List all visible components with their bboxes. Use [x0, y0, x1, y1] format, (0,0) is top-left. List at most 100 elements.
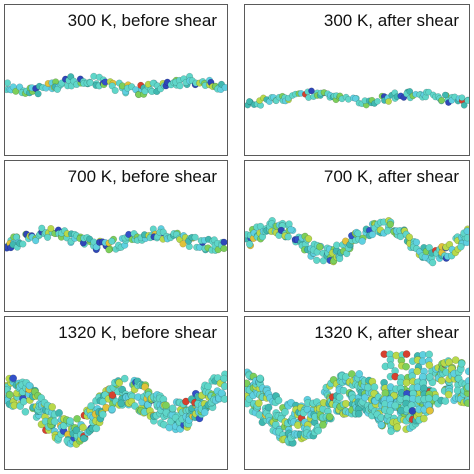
atom — [352, 95, 359, 102]
atom — [437, 376, 446, 385]
atom — [386, 361, 395, 370]
atom — [408, 407, 417, 415]
atom — [245, 379, 251, 388]
atom — [98, 410, 107, 419]
atom — [342, 399, 350, 408]
atom — [220, 245, 227, 253]
atom — [342, 372, 350, 381]
atom — [368, 230, 377, 239]
atom — [287, 225, 295, 234]
atom — [47, 224, 55, 233]
atom — [19, 240, 27, 248]
atom-layer — [245, 216, 469, 267]
atom — [325, 412, 334, 421]
atom — [402, 378, 411, 387]
panel-label: 700 K, before shear — [67, 167, 217, 186]
atom — [73, 414, 81, 423]
atom — [391, 401, 400, 410]
atom — [220, 374, 227, 383]
atom — [383, 227, 392, 235]
atom — [274, 396, 283, 405]
atom — [162, 401, 170, 410]
atom — [66, 417, 74, 425]
atom — [464, 367, 469, 376]
atom — [92, 243, 100, 251]
atom — [463, 234, 469, 242]
atom — [38, 224, 46, 232]
atom — [304, 235, 313, 243]
atom — [438, 97, 445, 104]
atom — [393, 423, 402, 432]
atom — [264, 403, 273, 412]
atom — [200, 408, 209, 417]
atom — [87, 402, 95, 410]
atom — [355, 370, 364, 378]
atom — [105, 246, 113, 254]
panel-label: 300 K, before shear — [67, 11, 217, 30]
atom — [424, 394, 433, 403]
atom — [72, 426, 81, 435]
atom — [420, 414, 428, 423]
atom — [220, 238, 227, 246]
atom — [220, 395, 227, 403]
atom — [425, 350, 434, 359]
atom — [370, 383, 379, 391]
atom — [220, 382, 227, 391]
atom — [335, 393, 344, 402]
panel-300k-after: 300 K, after shear — [244, 4, 470, 156]
atom — [336, 254, 344, 263]
atom — [111, 86, 119, 95]
atom — [108, 237, 116, 245]
atom — [131, 402, 139, 410]
atom — [55, 409, 63, 417]
atom — [425, 373, 434, 381]
atom — [48, 403, 57, 411]
atom — [316, 243, 324, 251]
atom — [34, 90, 42, 98]
atom — [217, 389, 226, 398]
atom — [413, 367, 422, 376]
atom — [254, 399, 263, 408]
atom — [425, 88, 433, 96]
panel-1320k-after: 1320 K, after shear — [244, 316, 470, 470]
atom — [9, 374, 18, 383]
panel-700k-after: 700 K, after shear — [244, 160, 470, 312]
atom — [168, 404, 177, 413]
atom — [457, 359, 466, 368]
atom — [179, 240, 187, 248]
panel-label: 300 K, after shear — [323, 11, 459, 30]
panel-label: 1320 K, after shear — [314, 323, 459, 342]
atom — [141, 383, 149, 391]
panel-300k-before: 300 K, before shear — [4, 4, 228, 156]
atom — [204, 382, 212, 391]
atom — [5, 390, 14, 399]
panel-1320k-before: 1320 K, before shear — [4, 316, 228, 470]
atom — [25, 381, 34, 390]
atom-layer — [5, 72, 227, 99]
atom — [405, 233, 414, 241]
atom — [92, 424, 101, 433]
atom-layer — [5, 224, 227, 254]
atom — [191, 233, 199, 241]
atom — [176, 82, 184, 90]
atom — [464, 383, 469, 391]
atom — [406, 88, 414, 95]
atom — [12, 87, 20, 95]
atom — [425, 361, 434, 370]
atom — [402, 350, 411, 358]
atom — [79, 434, 88, 443]
atom — [314, 426, 323, 435]
atom — [108, 405, 116, 414]
atom — [458, 94, 466, 102]
atom — [246, 98, 253, 105]
atom-layer — [245, 350, 469, 447]
atom — [444, 390, 453, 399]
atom — [386, 220, 395, 229]
atom — [358, 237, 366, 245]
atom — [451, 356, 460, 364]
atom — [441, 397, 450, 405]
atom — [385, 98, 392, 105]
atom — [425, 406, 434, 415]
atom — [308, 87, 315, 95]
atom — [377, 421, 386, 429]
